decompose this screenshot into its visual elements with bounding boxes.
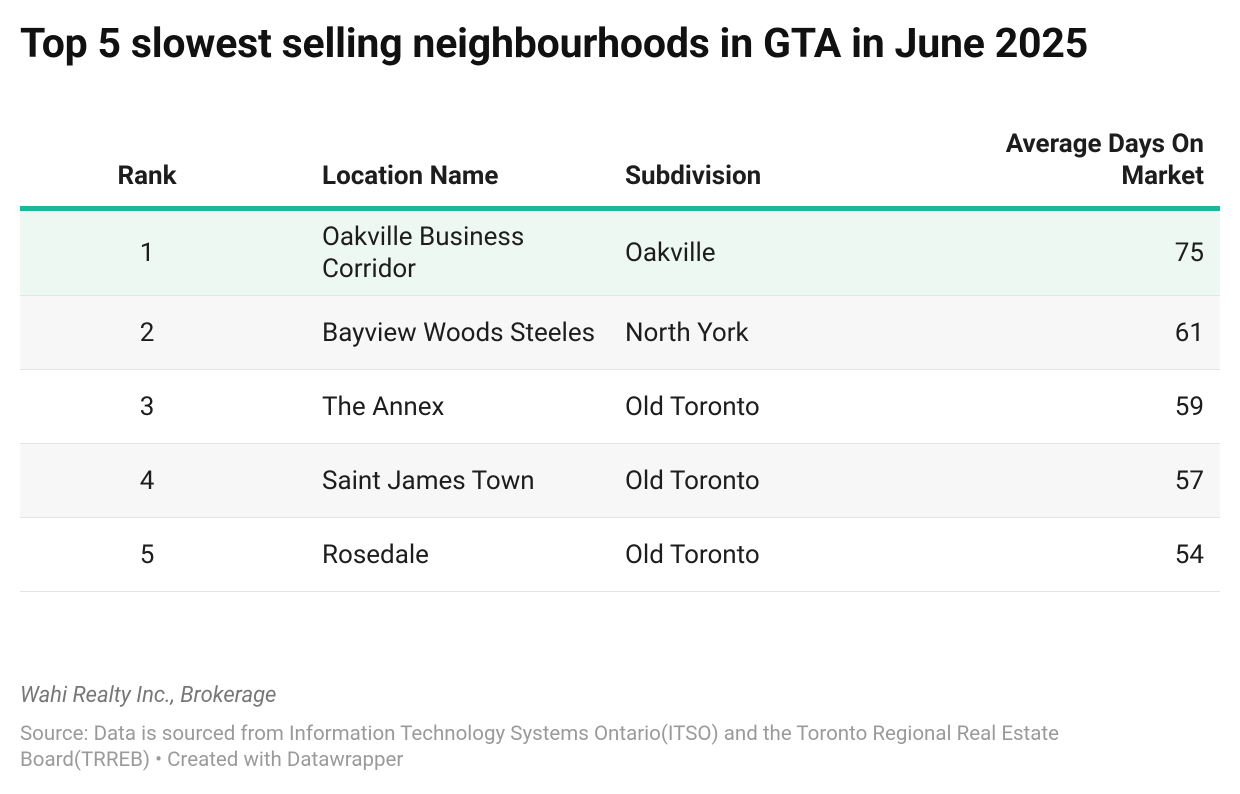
- table-cell: Rosedale: [274, 517, 625, 592]
- table-row: 2 Bayview Woods Steeles North York 61: [20, 295, 1220, 370]
- table-cell: Oakville Business Corridor: [274, 208, 625, 296]
- table-cell: 61: [941, 295, 1220, 370]
- header-row: Rank Location Name Subdivision Average Days…: [20, 124, 1220, 211]
- table-cell: Bayview Woods Steeles: [274, 295, 625, 370]
- column-header: Subdivision: [625, 124, 941, 211]
- table-cell: Saint James Town: [274, 443, 625, 518]
- table-cell: North York: [625, 295, 941, 370]
- table-cell: Old Toronto: [625, 517, 941, 592]
- byline: Wahi Realty Inc., Brokerage: [20, 683, 277, 708]
- table-cell: 75: [941, 208, 1220, 296]
- table-cell: 54: [941, 517, 1220, 592]
- table-cell: 57: [941, 443, 1220, 518]
- table-cell: 4: [20, 443, 274, 518]
- source-note: Source: Data is sourced from Information…: [20, 722, 1059, 772]
- column-header: Average Days On Market: [941, 124, 1220, 211]
- table-cell: 1: [20, 208, 274, 296]
- table-cell: Old Toronto: [625, 443, 941, 518]
- table-header: Rank Location Name Subdivision Average Days…: [20, 124, 1220, 211]
- table-cell: 5: [20, 517, 274, 592]
- column-header: Location Name: [274, 124, 625, 211]
- table-cell: 59: [941, 369, 1220, 444]
- table-row: 1 Oakville Business Corridor Oakville 75: [20, 208, 1220, 296]
- data-table: Rank Location Name Subdivision Average Days…: [20, 124, 1220, 592]
- table-body: 1 Oakville Business Corridor Oakville 75 2 Ba…: [20, 208, 1220, 592]
- table-row: 3 The Annex Old Toronto 59: [20, 369, 1220, 444]
- table-cell: Old Toronto: [625, 369, 941, 444]
- table-cell: 3: [20, 369, 274, 444]
- table-cell: 2: [20, 295, 274, 370]
- column-header: Rank: [20, 124, 274, 211]
- table-row: 5 Rosedale Old Toronto 54: [20, 517, 1220, 592]
- table-row: 4 Saint James Town Old Toronto 57: [20, 443, 1220, 518]
- title: Top 5 slowest selling neighbourhoods in …: [20, 20, 1089, 68]
- table-cell: Oakville: [625, 208, 941, 296]
- table-cell: The Annex: [274, 369, 625, 444]
